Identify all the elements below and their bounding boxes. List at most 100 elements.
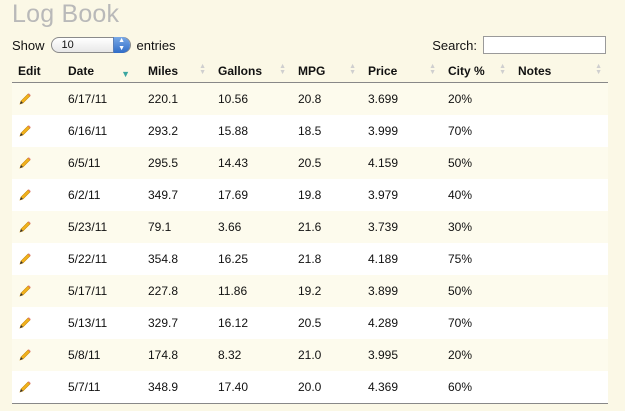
pencil-icon[interactable] bbox=[18, 124, 32, 138]
column-header-date[interactable]: Date ▼ bbox=[62, 59, 142, 83]
column-header-edit[interactable]: Edit bbox=[12, 59, 62, 83]
column-header-gallons[interactable]: Gallons ▲ ▼ bbox=[212, 59, 292, 83]
cell-mpg: 19.8 bbox=[298, 188, 322, 202]
edit-cell bbox=[12, 339, 62, 371]
edit-cell bbox=[12, 243, 62, 275]
cell-gallons: 17.40 bbox=[212, 371, 292, 404]
cell-mpg: 20.5 bbox=[298, 156, 322, 170]
cell-notes bbox=[512, 307, 608, 339]
edit-cell bbox=[12, 211, 62, 243]
log-table: Edit Date ▼ Miles ▲ ▼ Gallons ▲ ▼ MPG ▲ ▼ Price… bbox=[12, 59, 608, 404]
cell-miles: 293.2 bbox=[148, 124, 179, 138]
cell-notes bbox=[512, 339, 608, 371]
cell-gallons: 3.66 bbox=[218, 220, 242, 234]
cell-city: 70% bbox=[448, 316, 473, 330]
pencil-icon[interactable] bbox=[18, 92, 32, 106]
pencil-icon[interactable] bbox=[18, 284, 32, 298]
cell-notes bbox=[512, 275, 608, 307]
page-size-select[interactable]: 10 ▲ ▼ bbox=[50, 37, 131, 53]
table-row: 5/13/11 329.7 16.12 20.5 4.289 70% bbox=[12, 307, 608, 339]
cell-city: 20% bbox=[448, 348, 473, 362]
cell-date: 6/5/11 bbox=[68, 156, 101, 170]
column-header-price[interactable]: Price ▲ ▼ bbox=[362, 59, 442, 83]
cell-gallons: 15.88 bbox=[218, 124, 249, 138]
cell-notes bbox=[512, 371, 608, 404]
cell-date: 6/2/11 bbox=[68, 188, 101, 202]
cell-gallons: 10.56 bbox=[218, 92, 249, 106]
table-row: 5/22/11 354.8 16.25 21.8 4.189 75% bbox=[12, 243, 608, 275]
cell-mpg: 20.5 bbox=[298, 316, 322, 330]
cell-city: 40% bbox=[448, 188, 473, 202]
cell-gallons: 14.43 bbox=[218, 156, 249, 170]
cell-notes bbox=[512, 243, 608, 275]
cell-gallons: 17.69 bbox=[218, 188, 249, 202]
cell-notes bbox=[512, 211, 608, 243]
cell-date: 5/22/11 bbox=[68, 252, 108, 266]
cell-miles: 220.1 bbox=[148, 92, 179, 106]
cell-miles: 227.8 bbox=[148, 284, 179, 298]
header-row: Edit Date ▼ Miles ▲ ▼ Gallons ▲ ▼ MPG ▲ ▼ Price… bbox=[12, 59, 608, 83]
edit-cell bbox=[12, 371, 62, 404]
select-arrows-icon: ▲ ▼ bbox=[112, 37, 130, 53]
cell-notes bbox=[512, 115, 608, 147]
pencil-icon[interactable] bbox=[18, 348, 32, 362]
cell-price: 4.159 bbox=[368, 156, 399, 170]
show-label: Show bbox=[12, 37, 45, 53]
cell-gallons: 8.32 bbox=[218, 348, 242, 362]
edit-cell bbox=[12, 147, 62, 179]
pencil-icon[interactable] bbox=[18, 380, 32, 394]
cell-mpg: 19.2 bbox=[298, 284, 322, 298]
entries-label: entries bbox=[136, 37, 176, 53]
column-header-notes[interactable]: Notes ▲ ▼ bbox=[512, 59, 608, 83]
page-size-value: 10 bbox=[61, 39, 74, 51]
cell-date: 6/17/11 bbox=[68, 92, 108, 106]
column-header-miles[interactable]: Miles ▲ ▼ bbox=[142, 59, 212, 83]
sort-both-icon: ▲ ▼ bbox=[279, 63, 286, 76]
pencil-icon[interactable] bbox=[18, 188, 32, 202]
cell-gallons: 11.86 bbox=[218, 284, 248, 298]
column-header-city[interactable]: City % ▲ ▼ bbox=[442, 59, 512, 83]
table-controls: Show 10 ▲ ▼ entries Search: bbox=[12, 36, 606, 56]
page-size-control: Show 10 ▲ ▼ entries bbox=[12, 37, 176, 53]
cell-date: 5/8/11 bbox=[68, 348, 101, 362]
cell-price: 4.289 bbox=[368, 316, 399, 330]
cell-notes bbox=[512, 147, 608, 179]
cell-miles: 348.9 bbox=[142, 371, 212, 404]
edit-cell bbox=[12, 179, 62, 211]
cell-notes bbox=[512, 179, 608, 211]
cell-price: 3.739 bbox=[368, 220, 399, 234]
cell-price: 4.369 bbox=[362, 371, 442, 404]
cell-notes bbox=[512, 83, 608, 116]
cell-price: 3.899 bbox=[368, 284, 399, 298]
sort-both-icon: ▲ ▼ bbox=[429, 63, 436, 76]
cell-price: 3.995 bbox=[368, 348, 399, 362]
log-table-body: 6/17/11 220.1 10.56 20.8 3.699 20% 6/16/11 293.… bbox=[12, 82, 608, 404]
cell-city: 20% bbox=[448, 92, 473, 106]
pencil-icon[interactable] bbox=[18, 220, 32, 234]
cell-gallons: 16.12 bbox=[218, 316, 249, 330]
cell-date: 5/13/11 bbox=[68, 316, 108, 330]
cell-mpg: 21.0 bbox=[298, 348, 322, 362]
sort-both-icon: ▲ ▼ bbox=[199, 63, 206, 76]
page-title: Log Book bbox=[12, 0, 120, 28]
sort-both-icon: ▲ ▼ bbox=[349, 63, 356, 76]
cell-mpg: 21.6 bbox=[298, 220, 322, 234]
table-row: 5/8/11 174.8 8.32 21.0 3.995 20% bbox=[12, 339, 608, 371]
cell-city: 70% bbox=[448, 124, 473, 138]
pencil-icon[interactable] bbox=[18, 316, 32, 330]
table-row: 6/5/11 295.5 14.43 20.5 4.159 50% bbox=[12, 147, 608, 179]
search-label: Search: bbox=[432, 37, 477, 53]
table-row: 6/2/11 349.7 17.69 19.8 3.979 40% bbox=[12, 179, 608, 211]
search-input[interactable] bbox=[483, 36, 606, 54]
pencil-icon[interactable] bbox=[18, 252, 32, 266]
edit-cell bbox=[12, 307, 62, 339]
pencil-icon[interactable] bbox=[18, 156, 32, 170]
column-header-mpg[interactable]: MPG ▲ ▼ bbox=[292, 59, 362, 83]
cell-mpg: 20.0 bbox=[292, 371, 362, 404]
table-row: 5/17/11 227.8 11.86 19.2 3.899 50% bbox=[12, 275, 608, 307]
cell-city: 50% bbox=[448, 284, 473, 298]
cell-miles: 295.5 bbox=[148, 156, 179, 170]
cell-city: 30% bbox=[448, 220, 473, 234]
edit-cell bbox=[12, 115, 62, 147]
